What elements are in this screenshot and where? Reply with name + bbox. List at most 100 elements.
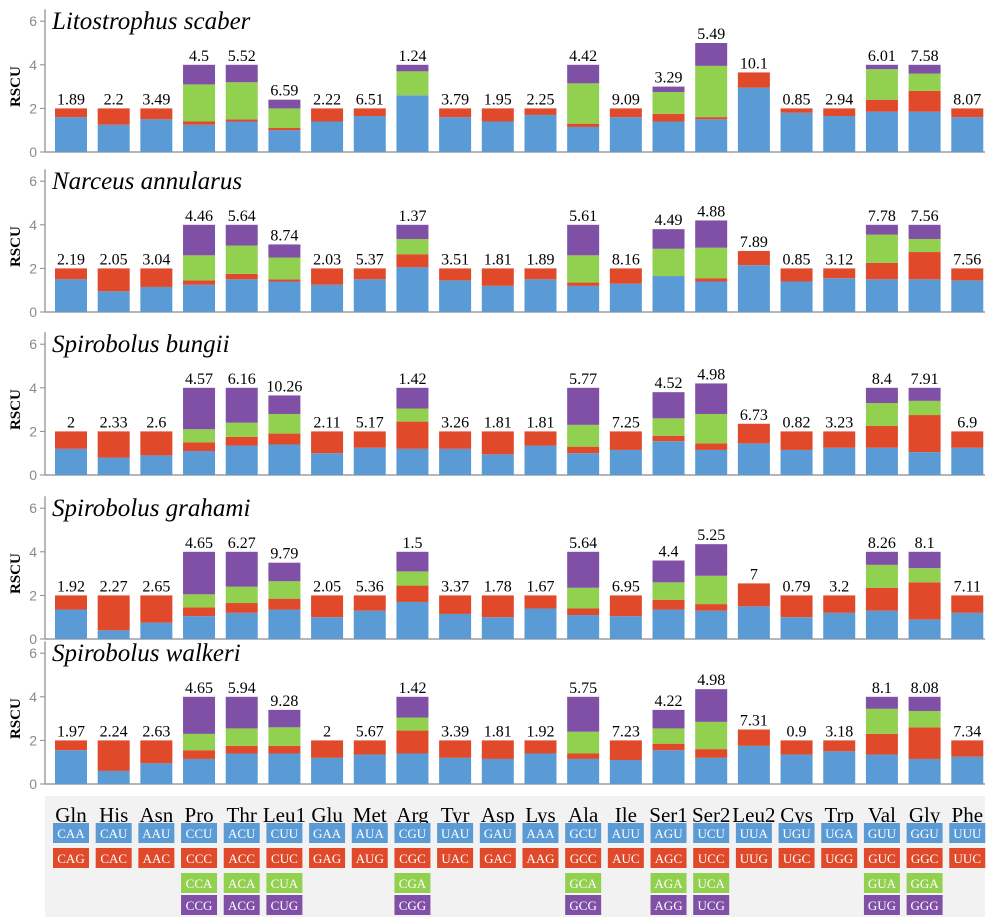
codon-label: GGA — [911, 876, 940, 891]
bar-segment — [652, 113, 685, 122]
codon-box — [650, 873, 687, 893]
bar-segment — [55, 108, 87, 118]
bar-segment — [268, 581, 301, 599]
bar-segment — [183, 387, 216, 430]
codon-box — [437, 848, 474, 868]
bar-segment — [396, 71, 429, 96]
bar-segment — [567, 608, 600, 616]
codon-label: UCG — [697, 898, 724, 913]
bar-segment — [823, 116, 856, 152]
panel-title: Spirobolus grahami — [52, 495, 250, 522]
bar-segment — [908, 252, 941, 280]
codon-label: AAC — [143, 851, 170, 866]
bar-value-label: 8.1 — [872, 680, 892, 697]
bar-segment — [908, 224, 941, 239]
bar-segment — [567, 424, 600, 447]
bar-segment — [225, 224, 258, 246]
bar-segment — [652, 229, 685, 249]
codon-box — [735, 823, 772, 843]
codon-box — [53, 848, 89, 868]
bar-value-label: 4.4 — [659, 544, 679, 561]
bar-segment — [567, 696, 600, 732]
bar-segment — [865, 111, 898, 152]
codon-box — [138, 848, 175, 868]
codon-box — [394, 848, 431, 868]
bar-value-label: 7.31 — [740, 713, 768, 730]
bar-segment — [439, 268, 472, 281]
y-tick-label: 4 — [29, 689, 37, 705]
bar-value-label: 7.89 — [740, 234, 768, 251]
y-tick-label: 0 — [29, 467, 37, 483]
codon-box — [266, 823, 303, 843]
bar-segment — [439, 740, 472, 758]
bar-segment — [823, 612, 856, 639]
bar-segment — [225, 387, 258, 423]
y-tick-label: 6 — [29, 336, 37, 352]
bar-value-label: 8.16 — [612, 251, 640, 268]
y-axis-title: RSCU — [8, 389, 24, 430]
bar-segment — [439, 757, 472, 784]
y-tick-label: 2 — [29, 100, 37, 116]
y-axis-title: RSCU — [8, 226, 24, 267]
bar-value-label: 9.79 — [270, 546, 298, 563]
codon-box — [650, 848, 687, 868]
bar-value-label: 1.78 — [484, 578, 512, 595]
amino-acid-label: Ile — [615, 803, 637, 827]
bar-segment — [780, 740, 813, 755]
bar-segment — [439, 117, 472, 152]
bar-segment — [609, 117, 642, 152]
codon-label: ACC — [228, 851, 255, 866]
bar-segment — [396, 753, 429, 784]
bar-segment — [183, 551, 216, 595]
bar-segment — [311, 121, 344, 152]
codon-label: UUA — [740, 826, 769, 841]
codon-label: UCC — [698, 851, 725, 866]
codon-label: AGC — [655, 851, 682, 866]
bar-segment — [481, 268, 514, 286]
bar-segment — [183, 607, 216, 617]
bar-segment — [609, 595, 642, 617]
y-tick-label: 6 — [29, 13, 37, 29]
bar-value-label: 0.79 — [783, 578, 811, 595]
bar-segment — [695, 721, 728, 750]
codon-box — [309, 848, 346, 868]
bar-segment — [865, 696, 898, 709]
bar-segment — [652, 728, 685, 744]
bar-segment — [268, 244, 301, 258]
bar-segment — [183, 124, 216, 152]
bar-segment — [695, 65, 728, 118]
bar-segment — [737, 265, 770, 312]
bar-value-label: 7.23 — [612, 723, 640, 740]
bar-segment — [567, 285, 600, 312]
bar-segment — [865, 447, 898, 475]
bar-segment — [823, 108, 856, 117]
bar-segment — [823, 447, 856, 475]
bar-segment — [225, 279, 258, 312]
bar-segment — [225, 121, 258, 152]
bar-segment — [183, 224, 216, 256]
bar-segment — [183, 696, 216, 734]
bar-value-label: 5.17 — [356, 414, 384, 431]
codon-box — [394, 895, 431, 915]
bar-segment — [737, 583, 770, 607]
bar-segment — [439, 280, 472, 312]
bar-segment — [524, 740, 557, 754]
bar-segment — [951, 117, 984, 152]
codon-label: UCU — [697, 826, 725, 841]
codon-box — [906, 848, 943, 868]
bar-segment — [225, 445, 258, 475]
bar-segment — [97, 595, 130, 631]
bar-segment — [97, 770, 130, 784]
bar-value-label: 10.26 — [266, 378, 302, 395]
bar-segment — [865, 403, 898, 426]
codon-label: CCU — [186, 826, 213, 841]
bar-segment — [268, 609, 301, 639]
codon-box — [266, 895, 303, 915]
bar-value-label: 7.91 — [911, 371, 939, 388]
bar-segment — [567, 126, 600, 152]
bar-segment — [695, 220, 728, 248]
panel-title: Narceus annularus — [51, 168, 242, 195]
bar-segment — [567, 446, 600, 454]
y-tick-label: 0 — [29, 631, 37, 647]
codon-box — [906, 823, 943, 843]
